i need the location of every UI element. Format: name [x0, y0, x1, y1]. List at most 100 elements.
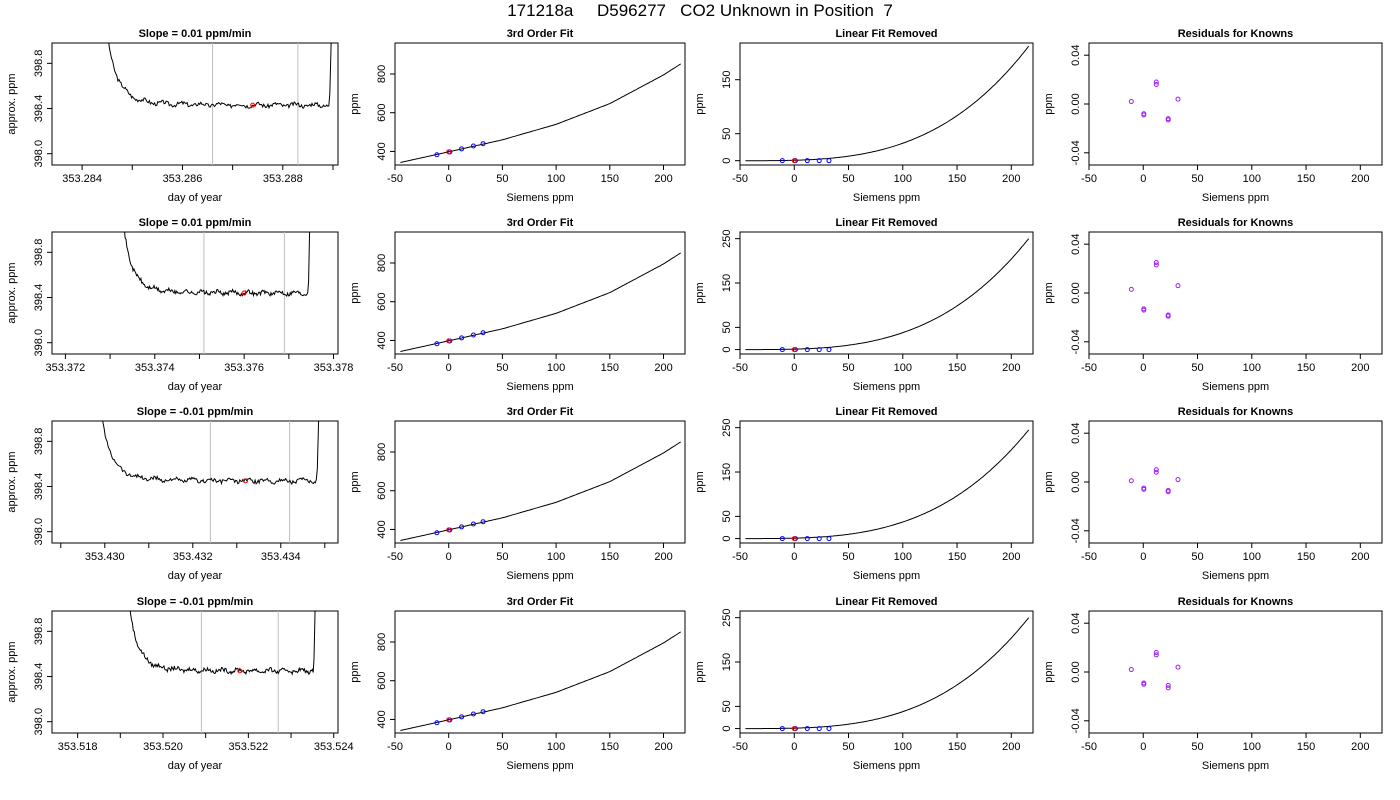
y-tick-label: 600 [376, 293, 388, 311]
plot-frame [51, 610, 339, 734]
x-axis-label: Siemens ppm [853, 192, 920, 204]
panel-title: Slope = 0.01 ppm/min [139, 217, 252, 229]
y-tick-label: 250 [721, 608, 733, 626]
plot-frame [739, 231, 1034, 355]
known-standard-point [804, 158, 810, 164]
panel-4-4: Residuals for Knowns Siemens ppm ppm -50 0 50… [1043, 596, 1383, 772]
residual-point [1141, 306, 1147, 312]
x-tick-label: 150 [1297, 173, 1315, 185]
x-tick-label: 150 [948, 741, 966, 753]
x-tick-label: 150 [601, 551, 619, 563]
x-tick-label: 50 [842, 362, 854, 374]
x-tick-label: 100 [894, 173, 912, 185]
unknown-sample-point [446, 338, 452, 344]
x-axis-label: day of year [168, 760, 223, 772]
y-axis-label: ppm [694, 471, 706, 492]
known-standard-point [480, 330, 486, 336]
y-axis-label: ppm [1043, 471, 1055, 492]
y-axis-label: approx. ppm [6, 262, 18, 323]
x-axis-label: Siemens ppm [853, 570, 920, 582]
x-tick-label: -50 [732, 362, 748, 374]
known-standard-point [816, 158, 822, 164]
residual-point [1153, 81, 1159, 87]
x-tick-label: 150 [601, 173, 619, 185]
plot-area [1128, 260, 1181, 319]
y-tick-label: 398.0 [33, 140, 45, 168]
unknown-sample-point [791, 536, 797, 542]
x-tick-label: 0 [791, 551, 797, 563]
fit-curve [745, 429, 1030, 540]
known-standard-point [816, 536, 822, 542]
x-tick-label: 150 [948, 173, 966, 185]
x-tick-label: 150 [601, 741, 619, 753]
x-axis-label: Siemens ppm [1202, 570, 1269, 582]
plot-area [124, 232, 311, 354]
known-standard-point [804, 347, 810, 353]
plot-frame [1088, 231, 1383, 355]
y-tick-label: 400 [376, 710, 388, 728]
residual-point [1128, 286, 1134, 292]
panel-2-4: Residuals for Knowns Siemens ppm ppm -50 0 50… [1043, 217, 1383, 393]
residual-point [1128, 99, 1134, 105]
panel-1-4: Residuals for Knowns Siemens ppm ppm -50 0 50… [1043, 28, 1383, 204]
fit-curve [745, 617, 1030, 730]
y-tick-label: 398.0 [33, 329, 45, 357]
residual-point [1175, 477, 1181, 483]
panel-title: 3rd Order Fit [507, 596, 574, 608]
panel-title: Slope = -0.01 ppm/min [137, 596, 254, 608]
plot-frame [1088, 610, 1383, 734]
x-tick-label: 200 [1351, 551, 1369, 563]
plot-frame [739, 42, 1034, 166]
y-tick-label: 800 [376, 443, 388, 461]
analyzer-trace [108, 43, 332, 110]
unknown-sample-point [446, 717, 452, 723]
known-standard-point [459, 524, 465, 530]
panel-title: 3rd Order Fit [507, 28, 574, 40]
x-tick-label: -50 [1081, 741, 1097, 753]
y-tick-label: 50 [721, 510, 733, 522]
x-tick-label: 150 [1297, 741, 1315, 753]
plot-area [1128, 649, 1181, 691]
x-axis-label: Siemens ppm [506, 381, 573, 393]
residual-point [1141, 111, 1147, 117]
x-tick-label: 353.376 [224, 362, 264, 374]
plot-area [129, 611, 316, 733]
plot-area [1128, 467, 1181, 495]
y-tick-label: 398.4 [33, 95, 45, 123]
y-tick-label: -0.04 [1070, 329, 1082, 354]
known-standard-point [826, 726, 832, 732]
y-tick-label: 0 [721, 158, 733, 164]
plot-area [400, 252, 681, 352]
x-axis-label: Siemens ppm [1202, 760, 1269, 772]
y-tick-label: 600 [376, 104, 388, 122]
unknown-mean-point [250, 102, 256, 108]
y-tick-label: 50 [721, 321, 733, 333]
x-tick-label: 0 [791, 173, 797, 185]
known-standard-point [826, 536, 832, 542]
residual-point [1141, 486, 1147, 492]
residual-point [1153, 652, 1159, 658]
x-tick-label: 353.524 [314, 741, 354, 753]
residual-point [1165, 489, 1171, 495]
x-tick-label: 353.372 [46, 362, 86, 374]
x-tick-label: 200 [654, 362, 672, 374]
x-tick-label: 50 [496, 741, 508, 753]
panel-3-1: Slope = -0.01 ppm/min day of year approx. … [6, 406, 339, 582]
x-tick-label: 353.286 [163, 173, 203, 185]
x-tick-label: 0 [1140, 173, 1146, 185]
y-tick-label: 400 [376, 331, 388, 349]
x-tick-label: 150 [1297, 551, 1315, 563]
y-axis-label: approx. ppm [6, 451, 18, 512]
panel-1-2: 3rd Order Fit Siemens ppm ppm -50 0 50 100 150 2… [349, 28, 686, 204]
panel-title: Slope = -0.01 ppm/min [137, 406, 254, 418]
x-tick-label: 353.430 [85, 551, 125, 563]
x-tick-label: -50 [387, 362, 403, 374]
plot-frame [394, 231, 686, 355]
x-axis-label: Siemens ppm [1202, 381, 1269, 393]
fit-curve [745, 238, 1030, 351]
fit-curve [745, 45, 1030, 162]
known-standard-point [434, 341, 440, 347]
x-axis-label: Siemens ppm [853, 381, 920, 393]
x-tick-label: 50 [496, 362, 508, 374]
y-tick-label: 50 [721, 128, 733, 140]
